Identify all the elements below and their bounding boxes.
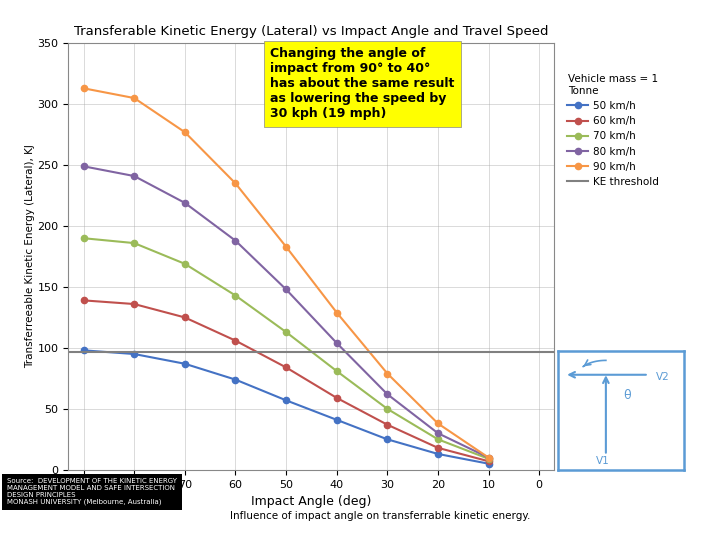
70 km/h [433, 436, 442, 443]
60 km/h [79, 297, 88, 303]
70 km/h [79, 235, 88, 241]
60 km/h [231, 338, 240, 344]
Line: 60 km/h: 60 km/h [81, 297, 492, 464]
70 km/h [231, 292, 240, 299]
80 km/h [282, 286, 290, 293]
90 km/h [181, 129, 189, 136]
50 km/h [433, 451, 442, 457]
70 km/h [181, 261, 189, 267]
70 km/h [383, 406, 392, 412]
50 km/h [181, 361, 189, 367]
80 km/h [333, 340, 341, 346]
70 km/h [130, 240, 138, 246]
60 km/h [433, 444, 442, 451]
50 km/h [231, 376, 240, 383]
80 km/h [383, 391, 392, 397]
90 km/h [433, 420, 442, 427]
50 km/h [485, 461, 493, 467]
Text: Changing the angle of
impact from 90° to 40°
has about the same result
as loweri: Changing the angle of impact from 90° to… [270, 48, 454, 120]
90 km/h [130, 95, 138, 102]
90 km/h [79, 85, 88, 92]
Line: 50 km/h: 50 km/h [81, 347, 492, 467]
Title: Transferable Kinetic Energy (Lateral) vs Impact Angle and Travel Speed: Transferable Kinetic Energy (Lateral) vs… [74, 25, 549, 38]
90 km/h [231, 180, 240, 187]
Text: Source:  DEVELOPMENT OF THE KINETIC ENERGY
MANAGEMENT MODEL AND SAFE INTERSECTIO: Source: DEVELOPMENT OF THE KINETIC ENERG… [7, 478, 177, 505]
60 km/h [282, 364, 290, 370]
60 km/h [485, 458, 493, 464]
90 km/h [282, 244, 290, 250]
Text: V2: V2 [657, 372, 670, 382]
Text: V1: V1 [596, 456, 610, 467]
90 km/h [383, 370, 392, 377]
70 km/h [282, 329, 290, 335]
80 km/h [231, 238, 240, 244]
90 km/h [333, 309, 341, 316]
80 km/h [79, 163, 88, 170]
Text: θ: θ [624, 388, 631, 402]
50 km/h [333, 416, 341, 423]
50 km/h [383, 436, 392, 443]
80 km/h [485, 454, 493, 461]
KE threshold [530, 348, 539, 355]
80 km/h [130, 173, 138, 179]
70 km/h [333, 368, 341, 374]
50 km/h [130, 351, 138, 357]
60 km/h [333, 395, 341, 401]
60 km/h [130, 301, 138, 307]
50 km/h [282, 397, 290, 403]
Line: 70 km/h: 70 km/h [81, 235, 492, 462]
60 km/h [181, 314, 189, 321]
Text: Influence of impact angle on transferrable kinetic energy.: Influence of impact angle on transferrab… [230, 511, 531, 521]
Legend: 50 km/h, 60 km/h, 70 km/h, 80 km/h, 90 km/h, KE threshold: 50 km/h, 60 km/h, 70 km/h, 80 km/h, 90 k… [563, 70, 663, 191]
80 km/h [181, 200, 189, 206]
KE threshold [535, 348, 544, 355]
60 km/h [383, 421, 392, 428]
X-axis label: Impact Angle (deg): Impact Angle (deg) [251, 495, 372, 508]
50 km/h [79, 347, 88, 354]
80 km/h [433, 430, 442, 436]
Y-axis label: Transferreeable Kinetic Energy (Lateral), KJ: Transferreeable Kinetic Energy (Lateral)… [24, 145, 35, 368]
90 km/h [485, 454, 493, 461]
Line: 90 km/h: 90 km/h [81, 85, 492, 461]
Line: 80 km/h: 80 km/h [81, 163, 492, 461]
70 km/h [485, 456, 493, 462]
